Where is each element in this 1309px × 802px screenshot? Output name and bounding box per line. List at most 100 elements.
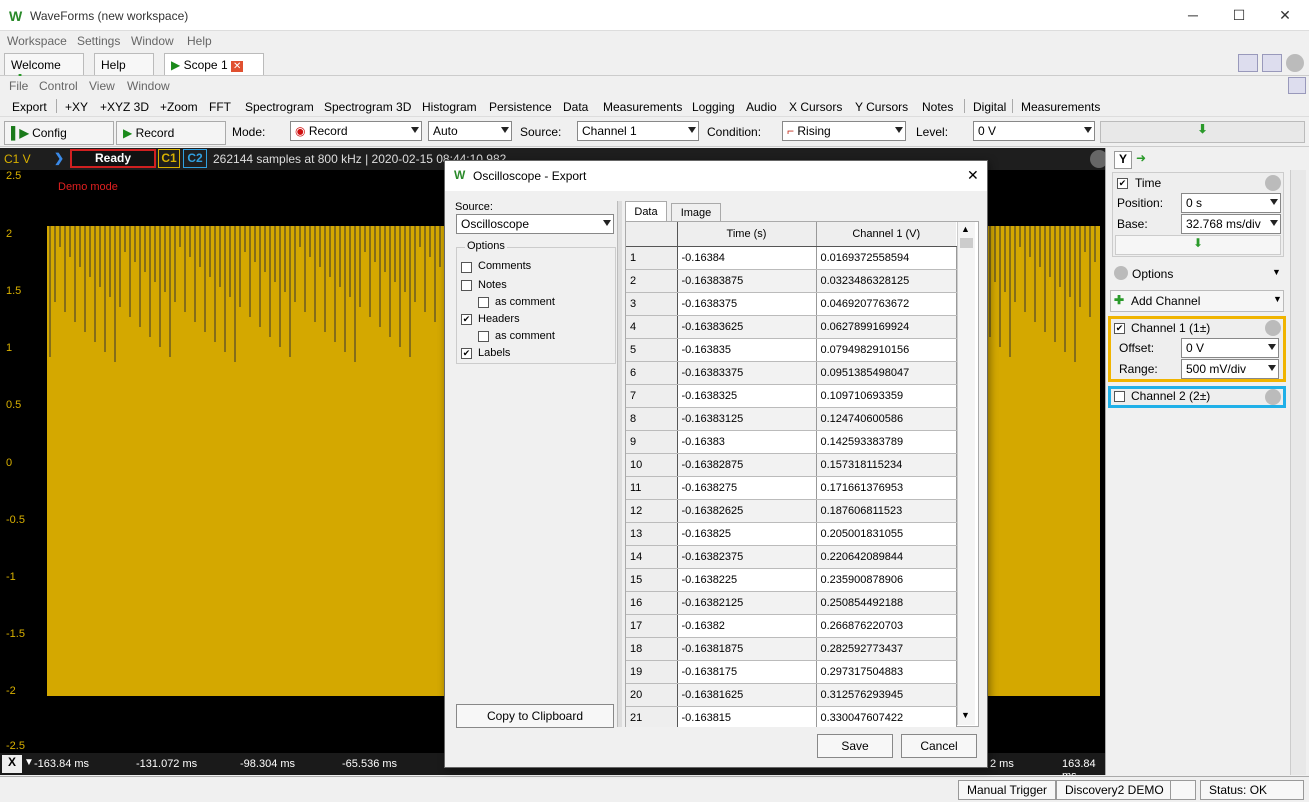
y-cursors-button[interactable]: Y Cursors (855, 100, 909, 114)
data-scrollbar[interactable]: ▲ ▼ (957, 222, 975, 725)
menu-workspace[interactable]: Workspace (7, 34, 67, 48)
trigger-mode-select[interactable]: Auto (428, 121, 512, 141)
manual-trigger-button[interactable]: Manual Trigger (958, 780, 1057, 800)
table-row[interactable]: 2 -0.16383875 0.0323486328125 (626, 269, 957, 293)
table-row[interactable]: 9 -0.16383 0.142593383789 (626, 430, 957, 454)
time-collapse-arrow-icon[interactable]: ⬇ (1115, 235, 1281, 255)
notes-button[interactable]: Notes (922, 100, 954, 114)
row-index[interactable]: 15 (626, 568, 678, 592)
row-index[interactable]: 16 (626, 591, 678, 615)
channel1-cell[interactable]: 0.0169372558594 (816, 246, 957, 270)
data-grid[interactable]: Time (s) Channel 1 (V) 1 -0.16384 0.016937… (626, 222, 957, 727)
split-icon[interactable] (1262, 54, 1282, 72)
comments-checkbox[interactable] (461, 262, 472, 273)
menu-help[interactable]: Help (187, 34, 212, 48)
mode-select[interactable]: ◉ Record (290, 121, 422, 141)
channel1-cell[interactable]: 0.266876220703 (816, 614, 957, 638)
channel1-cell[interactable]: 0.297317504883 (816, 660, 957, 684)
row-index[interactable]: 7 (626, 384, 678, 408)
spectrogram-button[interactable]: Spectrogram (245, 100, 314, 114)
table-row[interactable]: 12 -0.16382625 0.187606811523 (626, 499, 957, 523)
fft-button[interactable]: FFT (209, 100, 231, 114)
tab-welcome[interactable]: Welcome ✚ (4, 53, 84, 86)
table-row[interactable]: 16 -0.16382125 0.250854492188 (626, 591, 957, 615)
source-select[interactable]: Channel 1 (577, 121, 699, 141)
x-cursors-button[interactable]: X Cursors (789, 100, 843, 114)
row-index[interactable]: 12 (626, 499, 678, 523)
notes-checkbox[interactable] (461, 280, 472, 291)
channel1-cell[interactable]: 0.124740600586 (816, 407, 957, 431)
table-row[interactable]: 19 -0.1638175 0.297317504883 (626, 660, 957, 684)
table-row[interactable]: 8 -0.16383125 0.124740600586 (626, 407, 957, 431)
channel1-cell[interactable]: 0.0469207763672 (816, 292, 957, 316)
channel1-cell[interactable]: 0.205001831055 (816, 522, 957, 546)
time-cell[interactable]: -0.16383 (677, 430, 817, 454)
labels-checkbox[interactable]: ✔ (461, 348, 472, 359)
table-row[interactable]: 7 -0.1638325 0.109710693359 (626, 384, 957, 408)
scroll-down-arrow-icon[interactable]: ⬇ (1100, 121, 1305, 143)
time-cell[interactable]: -0.163835 (677, 338, 817, 362)
settings-gear-icon[interactable] (1286, 54, 1304, 72)
channel1-cell[interactable]: 0.187606811523 (816, 499, 957, 523)
channel1-cell[interactable]: 0.312576293945 (816, 683, 957, 707)
table-row[interactable]: 21 -0.163815 0.330047607422 (626, 706, 957, 727)
channel1-cell[interactable]: 0.220642089844 (816, 545, 957, 569)
layout-icon[interactable] (1238, 54, 1258, 72)
time-cell[interactable]: -0.163825 (677, 522, 817, 546)
time-cell[interactable]: -0.16382125 (677, 591, 817, 615)
y-axis-button[interactable]: Y (1114, 151, 1132, 169)
channel1-cell[interactable]: 0.330047607422 (816, 706, 957, 727)
time-cell[interactable]: -0.16383125 (677, 407, 817, 431)
channel1-cell[interactable]: 0.235900878906 (816, 568, 957, 592)
time-cell[interactable]: -0.16382875 (677, 453, 817, 477)
table-row[interactable]: 13 -0.163825 0.205001831055 (626, 522, 957, 546)
row-index[interactable]: 21 (626, 706, 678, 727)
xy-button[interactable]: +XY (65, 100, 89, 114)
menu-file[interactable]: File (9, 79, 29, 93)
channel-1-gear-icon[interactable] (1265, 320, 1281, 336)
time-cell[interactable]: -0.16384 (677, 246, 817, 270)
plot-gear-icon[interactable] (1090, 150, 1108, 168)
row-index[interactable]: 17 (626, 614, 678, 638)
channel1-cell[interactable]: 0.0627899169924 (816, 315, 957, 339)
time-cell[interactable]: -0.16382375 (677, 545, 817, 569)
table-row[interactable]: 11 -0.1638275 0.171661376953 (626, 476, 957, 500)
time-checkbox[interactable]: ✔ (1117, 178, 1128, 189)
table-row[interactable]: 17 -0.16382 0.266876220703 (626, 614, 957, 638)
dialog-close-icon[interactable]: ✕ (967, 167, 979, 183)
scroll-thumb[interactable] (960, 238, 973, 248)
options-dropdown-icon[interactable]: ▼ (1272, 267, 1281, 277)
time-cell[interactable]: -0.16383875 (677, 269, 817, 293)
channel1-cell[interactable]: 0.0323486328125 (816, 269, 957, 293)
table-row[interactable]: 10 -0.16382875 0.157318115234 (626, 453, 957, 477)
row-index[interactable]: 2 (626, 269, 678, 293)
digital-measurements-button[interactable]: Measurements (1021, 100, 1101, 114)
time-cell[interactable]: -0.1638325 (677, 384, 817, 408)
row-index[interactable]: 10 (626, 453, 678, 477)
time-cell[interactable]: -0.16381875 (677, 637, 817, 661)
digital-button[interactable]: Digital (973, 100, 1007, 114)
maximize-button[interactable]: ☐ (1232, 7, 1246, 23)
spectrogram3d-button[interactable]: Spectrogram 3D (324, 100, 412, 114)
channel1-cell[interactable]: 0.250854492188 (816, 591, 957, 615)
time-cell[interactable]: -0.16383375 (677, 361, 817, 385)
table-row[interactable]: 20 -0.16381625 0.312576293945 (626, 683, 957, 707)
splitter[interactable] (617, 201, 622, 727)
channel-1-checkbox[interactable]: ✔ (1114, 323, 1125, 334)
offset-select[interactable]: 0 V (1181, 338, 1279, 358)
menu-window-2[interactable]: Window (127, 79, 170, 93)
scroll-up-icon[interactable]: ▲ (961, 224, 970, 234)
base-select[interactable]: 32.768 ms/div (1181, 214, 1281, 234)
menu-settings[interactable]: Settings (77, 34, 121, 48)
row-index[interactable]: 20 (626, 683, 678, 707)
level-select[interactable]: 0 V (973, 121, 1095, 141)
tab-scope-1[interactable]: ▶ Scope 1 ✕ (164, 53, 264, 75)
headers-as-comment-checkbox[interactable] (478, 331, 489, 342)
menu-view[interactable]: View (89, 79, 115, 93)
time-cell[interactable]: -0.1638375 (677, 292, 817, 316)
close-tab-icon[interactable]: ✕ (230, 61, 244, 72)
channel1-cell[interactable]: 0.157318115234 (816, 453, 957, 477)
status-ok-button[interactable]: Status: OK (1200, 780, 1304, 800)
expand-arrow-icon[interactable]: ❯ (54, 151, 65, 165)
time-cell[interactable]: -0.1638175 (677, 660, 817, 684)
